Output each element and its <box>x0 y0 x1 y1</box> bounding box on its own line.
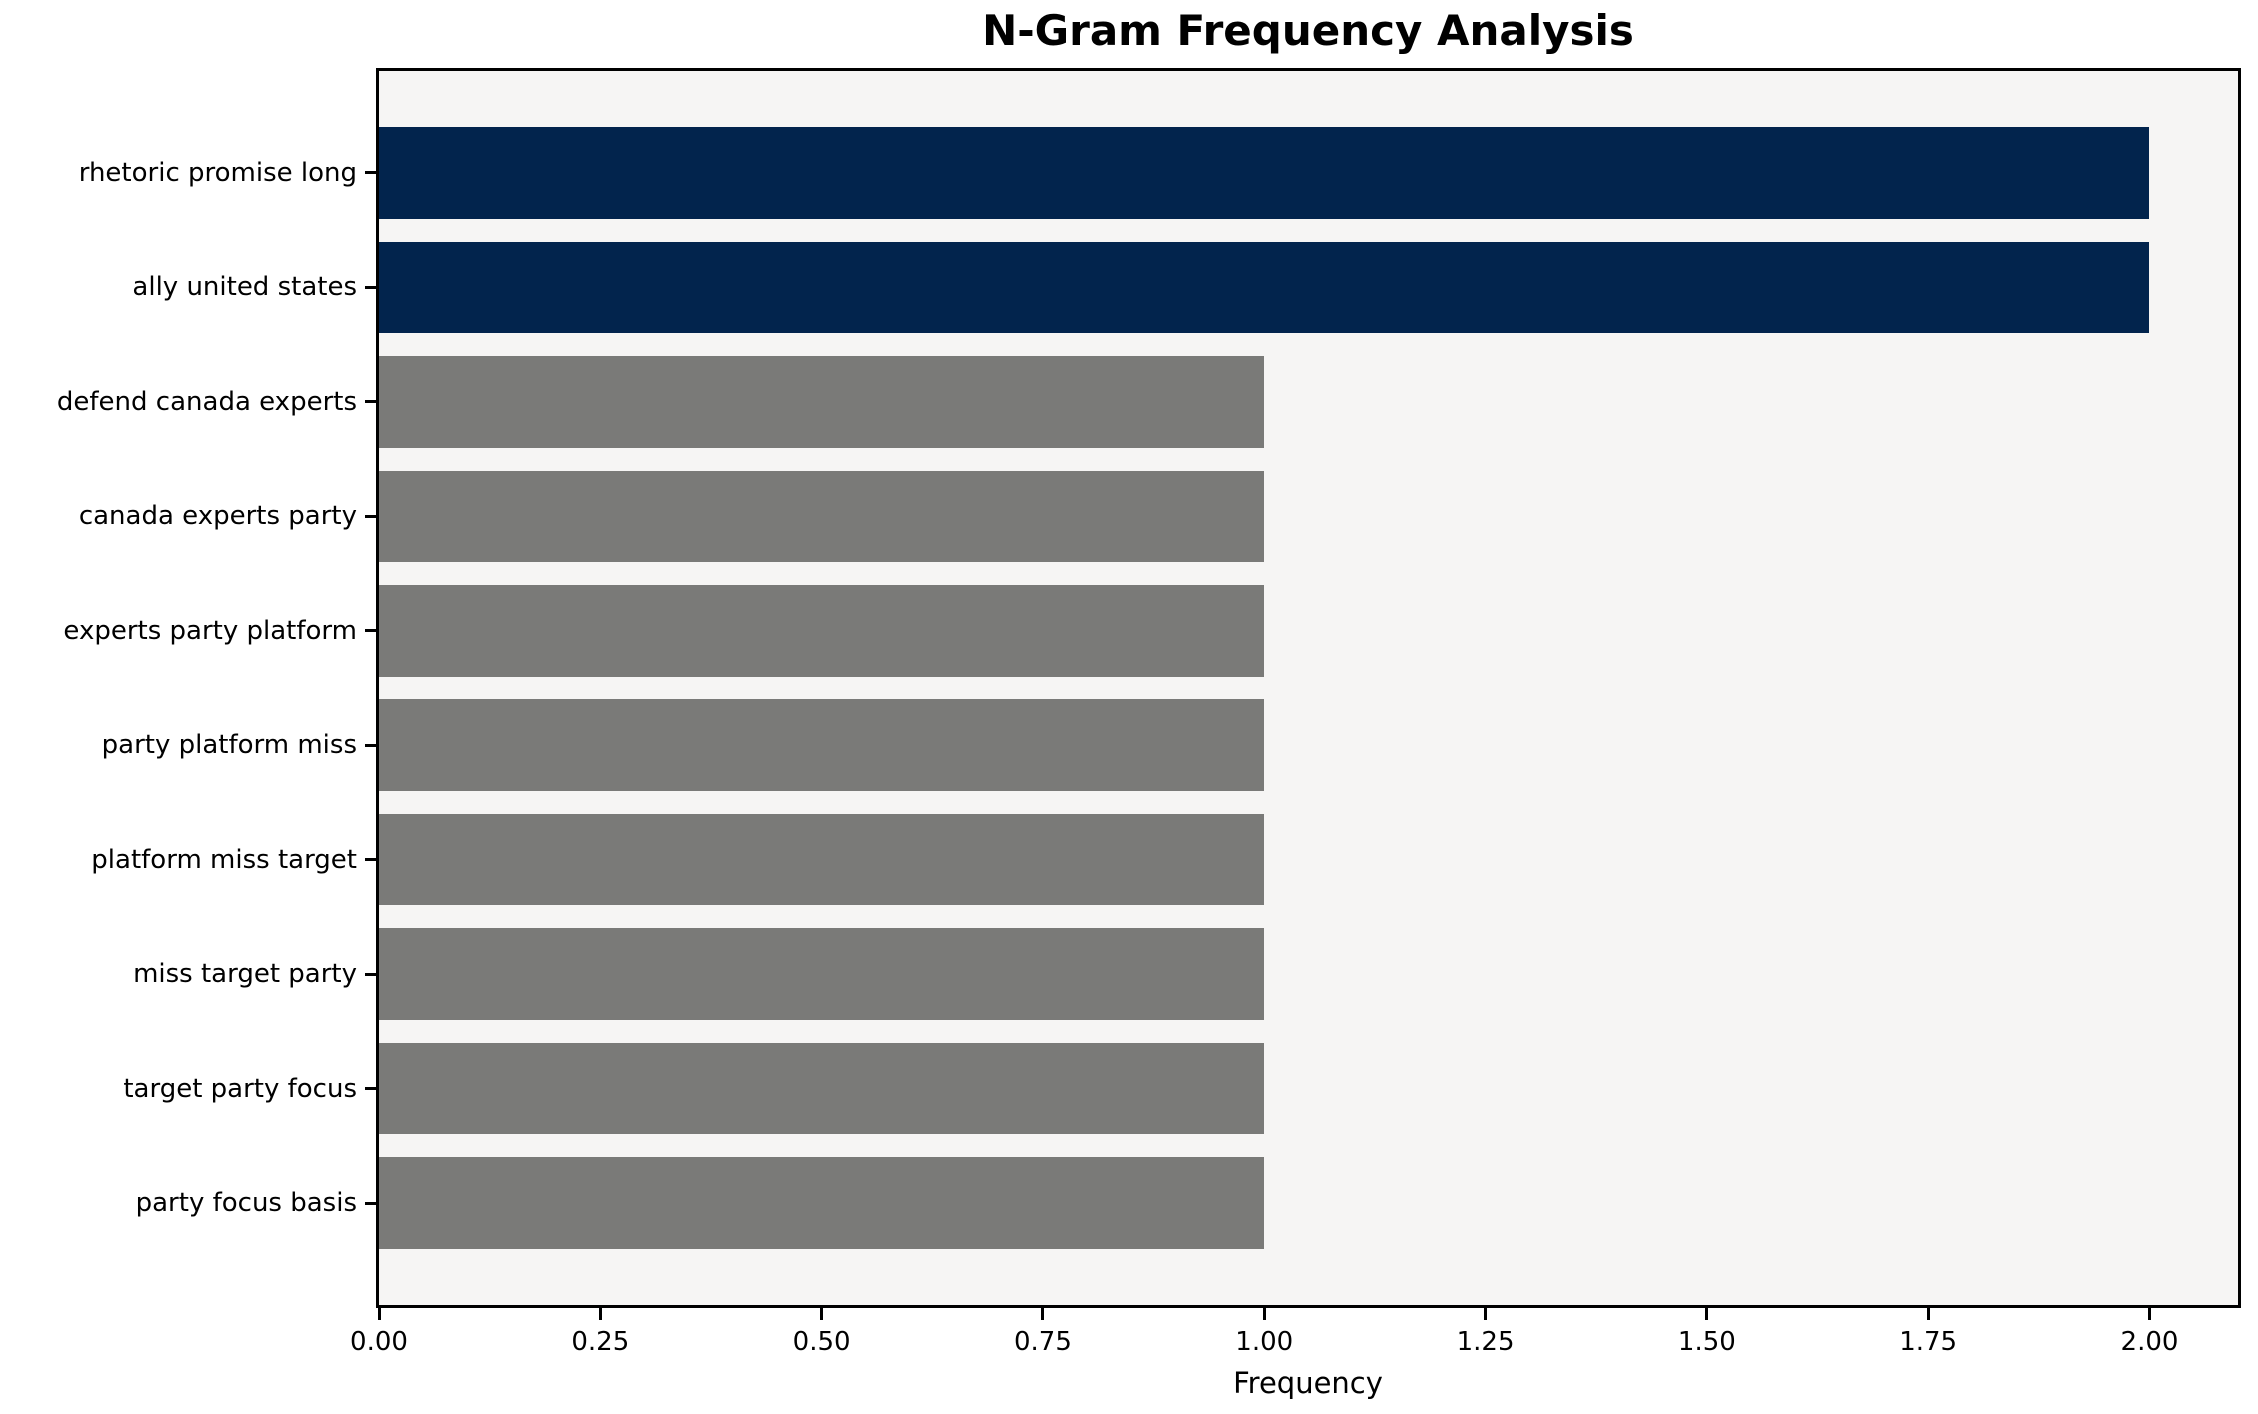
y-tick-mark <box>365 400 376 404</box>
x-tick-label: 1.50 <box>1677 1327 1736 1357</box>
y-tick-mark <box>365 1201 376 1205</box>
x-tick-mark <box>820 1308 824 1320</box>
y-tick-mark <box>365 743 376 747</box>
y-tick-label: party platform miss <box>101 730 357 761</box>
bar <box>379 584 1265 677</box>
x-tick-mark <box>1705 1308 1709 1320</box>
y-tick-label: defend canada experts <box>56 386 357 417</box>
bar <box>379 127 2150 219</box>
y-tick-label: target party focus <box>123 1073 357 1104</box>
y-tick-mark <box>365 858 376 862</box>
y-tick-label: canada experts party <box>78 501 357 532</box>
x-tick-label: 1.75 <box>1899 1327 1958 1357</box>
y-tick-label: experts party platform <box>63 615 357 646</box>
bar <box>379 1042 1265 1135</box>
x-tick-mark <box>1484 1308 1488 1320</box>
x-tick-label: 1.00 <box>1235 1327 1294 1357</box>
bar <box>379 928 1265 1020</box>
x-tick-label: 0.00 <box>350 1327 408 1357</box>
x-tick-mark <box>377 1308 381 1320</box>
x-tick-mark <box>1041 1308 1045 1320</box>
x-axis-label: Frequency <box>1233 1366 1383 1400</box>
x-tick-label: 0.75 <box>1013 1327 1072 1357</box>
x-tick-label: 1.25 <box>1456 1327 1515 1357</box>
chart-title: N-Gram Frequency Analysis <box>982 6 1634 55</box>
plot-area <box>376 68 2241 1308</box>
x-tick-mark <box>2147 1308 2151 1320</box>
y-tick-mark <box>365 514 376 518</box>
bar <box>379 1157 1265 1249</box>
y-tick-mark <box>365 285 376 289</box>
x-tick-label: 2.00 <box>2120 1327 2179 1357</box>
x-tick-label: 0.50 <box>792 1327 851 1357</box>
y-tick-mark <box>365 1087 376 1091</box>
bar <box>379 356 1265 448</box>
x-tick-mark <box>598 1308 602 1320</box>
x-tick-label: 0.25 <box>571 1327 630 1357</box>
bar <box>379 470 1265 563</box>
y-tick-mark <box>365 972 376 976</box>
bar <box>379 241 2150 334</box>
y-tick-label: ally united states <box>132 272 357 303</box>
y-tick-mark <box>365 629 376 633</box>
bar <box>379 699 1265 791</box>
y-tick-label: party focus basis <box>135 1188 357 1219</box>
bar <box>379 813 1265 906</box>
y-tick-label: rhetoric promise long <box>78 157 357 188</box>
y-tick-mark <box>365 171 376 175</box>
y-tick-label: miss target party <box>133 959 357 990</box>
y-tick-label: platform miss target <box>91 844 357 875</box>
x-tick-mark <box>1262 1308 1266 1320</box>
x-tick-mark <box>1926 1308 1930 1320</box>
